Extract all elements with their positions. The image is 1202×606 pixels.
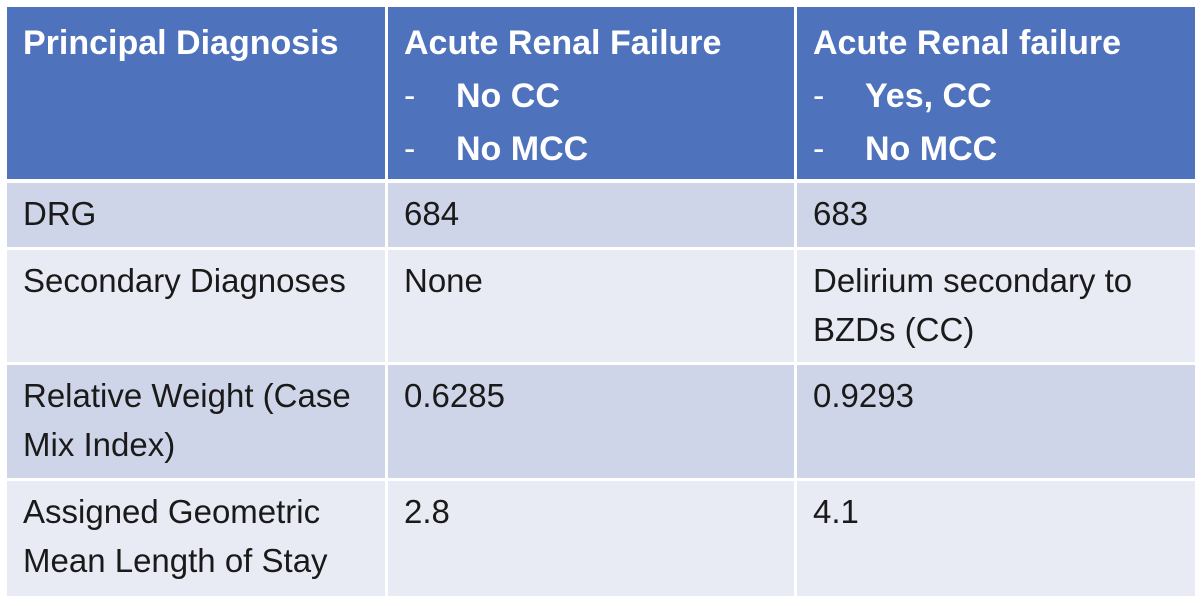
row-label-secondary-diagnoses: Secondary Diagnoses [7,250,388,365]
header-col2-item: - No CC [404,77,560,115]
row-label-geometric-mean-los: Assigned Geometric Mean Length of Stay [7,481,388,599]
header-col2-title: Acute Renal Failure [404,24,722,62]
row-label-drg: DRG [7,183,388,250]
drg-comparison-table: Principal Diagnosis Acute Renal Failure … [7,7,1195,599]
header-col3-item: - No MCC [813,130,998,168]
header-col3-list: - Yes, CC - No MCC [813,70,1181,176]
header-acute-renal-failure-no-cc: Acute Renal Failure - No CC - No MCC [388,7,797,183]
header-col2-item: - No MCC [404,130,589,168]
cell-drg-col3: 683 [797,183,1195,250]
header-acute-renal-failure-yes-cc: Acute Renal failure - Yes, CC - No MCC [797,7,1195,183]
cell-relative-weight-col3: 0.9293 [797,365,1195,481]
cell-drg-col2: 684 [388,183,797,250]
cell-relative-weight-col2: 0.6285 [388,365,797,481]
header-col3-title: Acute Renal failure [813,24,1121,62]
header-principal-diagnosis: Principal Diagnosis [7,7,388,183]
cell-geometric-mean-los-col3: 4.1 [797,481,1195,599]
header-col3-item: - Yes, CC [813,77,992,115]
cell-geometric-mean-los-col2: 2.8 [388,481,797,599]
header-col1-label: Principal Diagnosis [23,24,339,62]
header-col2-list: - No CC - No MCC [404,70,780,176]
row-label-relative-weight: Relative Weight (Case Mix Index) [7,365,388,481]
cell-secondary-diagnoses-col3: Delirium secondary to BZDs (CC) [797,250,1195,365]
cell-secondary-diagnoses-col2: None [388,250,797,365]
